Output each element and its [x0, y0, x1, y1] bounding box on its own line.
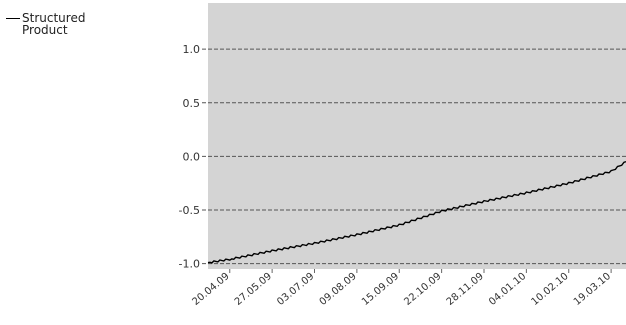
y-tick-label: -0.5	[179, 204, 200, 217]
x-tick-label: 03.07.09	[275, 271, 316, 308]
y-tick-label: 1.0	[183, 43, 201, 56]
x-tick-label: 27.05.09	[233, 271, 274, 308]
x-tick-label: 28.11.09	[445, 271, 486, 308]
x-tick-label: 19.03.10	[572, 271, 613, 308]
y-tick-label: 0.5	[183, 97, 201, 110]
legend-label: Structured Product	[22, 11, 86, 37]
x-tick-label: 15.09.09	[360, 271, 401, 308]
y-tick-label: 0.0	[183, 150, 201, 163]
x-tick-label: 20.04.09	[191, 271, 232, 308]
x-tick-label: 10.02.10	[529, 271, 570, 308]
plot-area	[208, 3, 626, 269]
y-tick-label: -1.0	[179, 258, 200, 271]
x-tick-label: 09.08.09	[318, 271, 359, 308]
x-tick-label: 04.01.10	[487, 271, 528, 308]
x-tick-label: 22.10.09	[402, 271, 443, 308]
series-line	[207, 161, 626, 264]
legend-swatch	[6, 18, 20, 19]
